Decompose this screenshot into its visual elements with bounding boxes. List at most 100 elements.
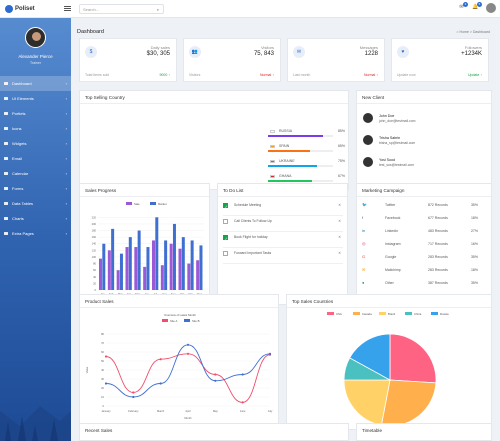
- data-point[interactable]: [186, 343, 190, 346]
- delete-icon[interactable]: ✕: [338, 251, 341, 255]
- campaign-records: 872 Records: [428, 203, 448, 207]
- x-tick-label: April: [185, 409, 191, 413]
- campaign-percent: 16%: [470, 242, 478, 246]
- data-point[interactable]: [132, 395, 135, 399]
- campaign-name: Twitter: [385, 203, 396, 207]
- y-tick-label: 50: [101, 359, 104, 363]
- delete-icon[interactable]: ✕: [338, 219, 341, 223]
- todo-checkbox[interactable]: [223, 251, 228, 256]
- country-name: RUSSIA: [279, 129, 293, 133]
- sidebar-item-widgets[interactable]: Widgets ›: [0, 136, 71, 151]
- menu-icon: [4, 232, 8, 235]
- bar[interactable]: [164, 240, 168, 290]
- client-row[interactable]: Yosl Sood test_sos@testmail.com: [363, 157, 473, 171]
- bar[interactable]: [99, 258, 102, 290]
- data-point[interactable]: [104, 355, 108, 358]
- data-point[interactable]: [241, 401, 244, 404]
- sidebar-item-data-tables[interactable]: Data Tables ›: [0, 196, 71, 211]
- avatar: [363, 113, 373, 123]
- sidebar-item-extra-pages[interactable]: Extra Pages ›: [0, 226, 71, 241]
- menu-icon: [4, 157, 8, 160]
- stat-card: 👥 Visitors 75, 843 Visitors Normal ↑: [183, 38, 281, 82]
- todo-checkbox[interactable]: [223, 203, 228, 209]
- bar[interactable]: [187, 263, 191, 290]
- bar[interactable]: [102, 243, 106, 290]
- avatar[interactable]: [25, 27, 46, 48]
- campaign-percent: 35%: [470, 203, 478, 207]
- delete-icon[interactable]: ✕: [338, 235, 341, 239]
- bar[interactable]: [196, 260, 200, 290]
- data-point[interactable]: [104, 382, 108, 385]
- top-sales-countries-card: Top Sales Countries USA Canada Brazil China…: [286, 294, 492, 430]
- bar[interactable]: [152, 240, 155, 290]
- bar[interactable]: [160, 265, 164, 290]
- bar[interactable]: [155, 217, 159, 290]
- sidebar-item-charts[interactable]: Charts ›: [0, 211, 71, 226]
- y-tick-label: 40: [101, 368, 104, 372]
- bar[interactable]: [125, 247, 129, 290]
- data-point[interactable]: [268, 352, 272, 355]
- bar[interactable]: [111, 228, 115, 290]
- pie-slice[interactable]: [389, 333, 437, 384]
- progress-bar: [268, 180, 312, 182]
- client-row[interactable]: Trisha Sabrin trisha_sp@testmail.com: [363, 135, 473, 149]
- todo-checkbox[interactable]: [223, 235, 228, 241]
- y-tick-label: 80: [93, 262, 96, 266]
- delete-icon[interactable]: ✕: [338, 203, 341, 207]
- bar[interactable]: [146, 247, 150, 290]
- main-content: Dashboard ⌂ Home > Dashboard $ Daily sale…: [71, 18, 500, 441]
- data-point[interactable]: [159, 382, 162, 385]
- y-tick-label: 100: [92, 255, 97, 259]
- y-tick-label: 180: [92, 229, 97, 233]
- data-point[interactable]: [132, 391, 135, 394]
- progress-track: [268, 180, 333, 182]
- bar[interactable]: [134, 247, 138, 290]
- bar[interactable]: [119, 253, 123, 290]
- bar[interactable]: [199, 245, 203, 290]
- bell-icon[interactable]: 🔔 5: [472, 1, 482, 10]
- bar[interactable]: [181, 237, 185, 290]
- bar[interactable]: [137, 230, 141, 290]
- mail-icon[interactable]: ✉ 3: [459, 1, 468, 10]
- app-logo[interactable]: Poliset: [0, 0, 71, 18]
- sidebar-item-portlets[interactable]: Portlets ›: [0, 106, 71, 121]
- bar[interactable]: [178, 248, 182, 290]
- todo-checkbox[interactable]: [223, 219, 228, 224]
- data-point[interactable]: [159, 358, 162, 361]
- breadcrumb[interactable]: ⌂ Home > Dashboard: [456, 30, 490, 34]
- bar[interactable]: [116, 270, 120, 290]
- client-row[interactable]: John Doe john_doe@testmail.com: [363, 113, 473, 127]
- data-point[interactable]: [241, 373, 244, 376]
- legend-swatch: [184, 319, 190, 322]
- data-point[interactable]: [186, 352, 190, 355]
- user-avatar[interactable]: [486, 3, 496, 13]
- data-point[interactable]: [214, 379, 217, 382]
- pie-slice[interactable]: [380, 379, 437, 427]
- sidebar-item-icons[interactable]: Icons ›: [0, 121, 71, 136]
- menu-icon: [4, 187, 8, 190]
- y-tick-label: 60: [101, 350, 104, 354]
- pie-slice[interactable]: [349, 333, 391, 381]
- sidebar-item-email[interactable]: Email ›: [0, 151, 71, 166]
- stat-icon: 👥: [189, 46, 201, 58]
- menu-toggle-icon[interactable]: [64, 4, 71, 12]
- x-tick-label: January: [101, 409, 111, 413]
- sidebar-decoration: [0, 406, 71, 441]
- sidebar-item-label: Charts: [12, 216, 24, 221]
- bar[interactable]: [190, 240, 194, 290]
- bar[interactable]: [128, 237, 132, 290]
- sidebar-item-calendar[interactable]: Calendar ›: [0, 166, 71, 181]
- search-icon[interactable]: ⌕: [156, 6, 159, 12]
- search-input[interactable]: Search... ⌕: [79, 4, 164, 14]
- data-point[interactable]: [214, 373, 217, 376]
- card-title: Top Sales Countries: [292, 299, 334, 304]
- sidebar-item-dashboard[interactable]: Dashboard ›: [0, 76, 71, 91]
- bar[interactable]: [169, 243, 173, 290]
- stat-icon: ✉: [293, 46, 305, 58]
- bar[interactable]: [107, 250, 111, 290]
- bar[interactable]: [143, 266, 147, 290]
- campaign-name: Instagram: [385, 242, 401, 246]
- sidebar-item-forms[interactable]: Forms ›: [0, 181, 71, 196]
- bar[interactable]: [172, 223, 176, 290]
- sidebar-item-ui-elements[interactable]: UI Elements ›: [0, 91, 71, 106]
